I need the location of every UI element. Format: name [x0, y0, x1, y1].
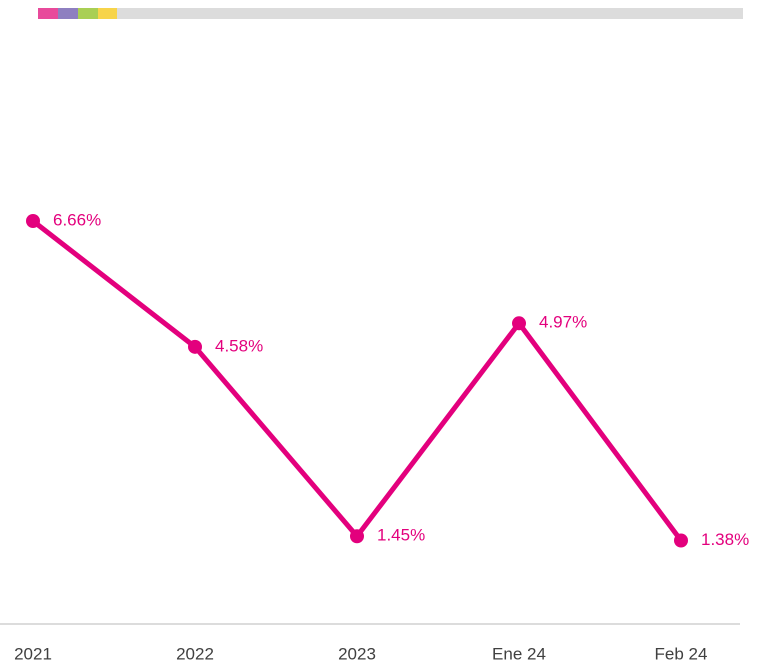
decor-segment: [98, 8, 117, 19]
x-tick-label: Ene 24: [492, 644, 546, 663]
data-label: 1.45%: [377, 526, 425, 545]
x-tick-label: 2023: [338, 644, 376, 663]
point: [674, 533, 688, 548]
point: [188, 339, 202, 354]
point: [512, 316, 526, 331]
decor-segment: [38, 8, 58, 19]
x-tick-label: 2022: [176, 644, 214, 663]
x-tick-label: Feb 24: [655, 644, 708, 663]
series-line: [31, 219, 684, 542]
data-label: 4.97%: [539, 313, 587, 332]
data-label: 6.66%: [53, 210, 101, 229]
x-tick-label: 2021: [14, 644, 52, 663]
point: [350, 529, 364, 544]
point: [26, 214, 40, 228]
data-label: 4.58%: [215, 336, 263, 355]
decor-segment: [58, 8, 78, 19]
data-label: 1.38%: [701, 530, 749, 549]
decor-bar: [117, 8, 743, 19]
decor-segment: [78, 8, 98, 19]
